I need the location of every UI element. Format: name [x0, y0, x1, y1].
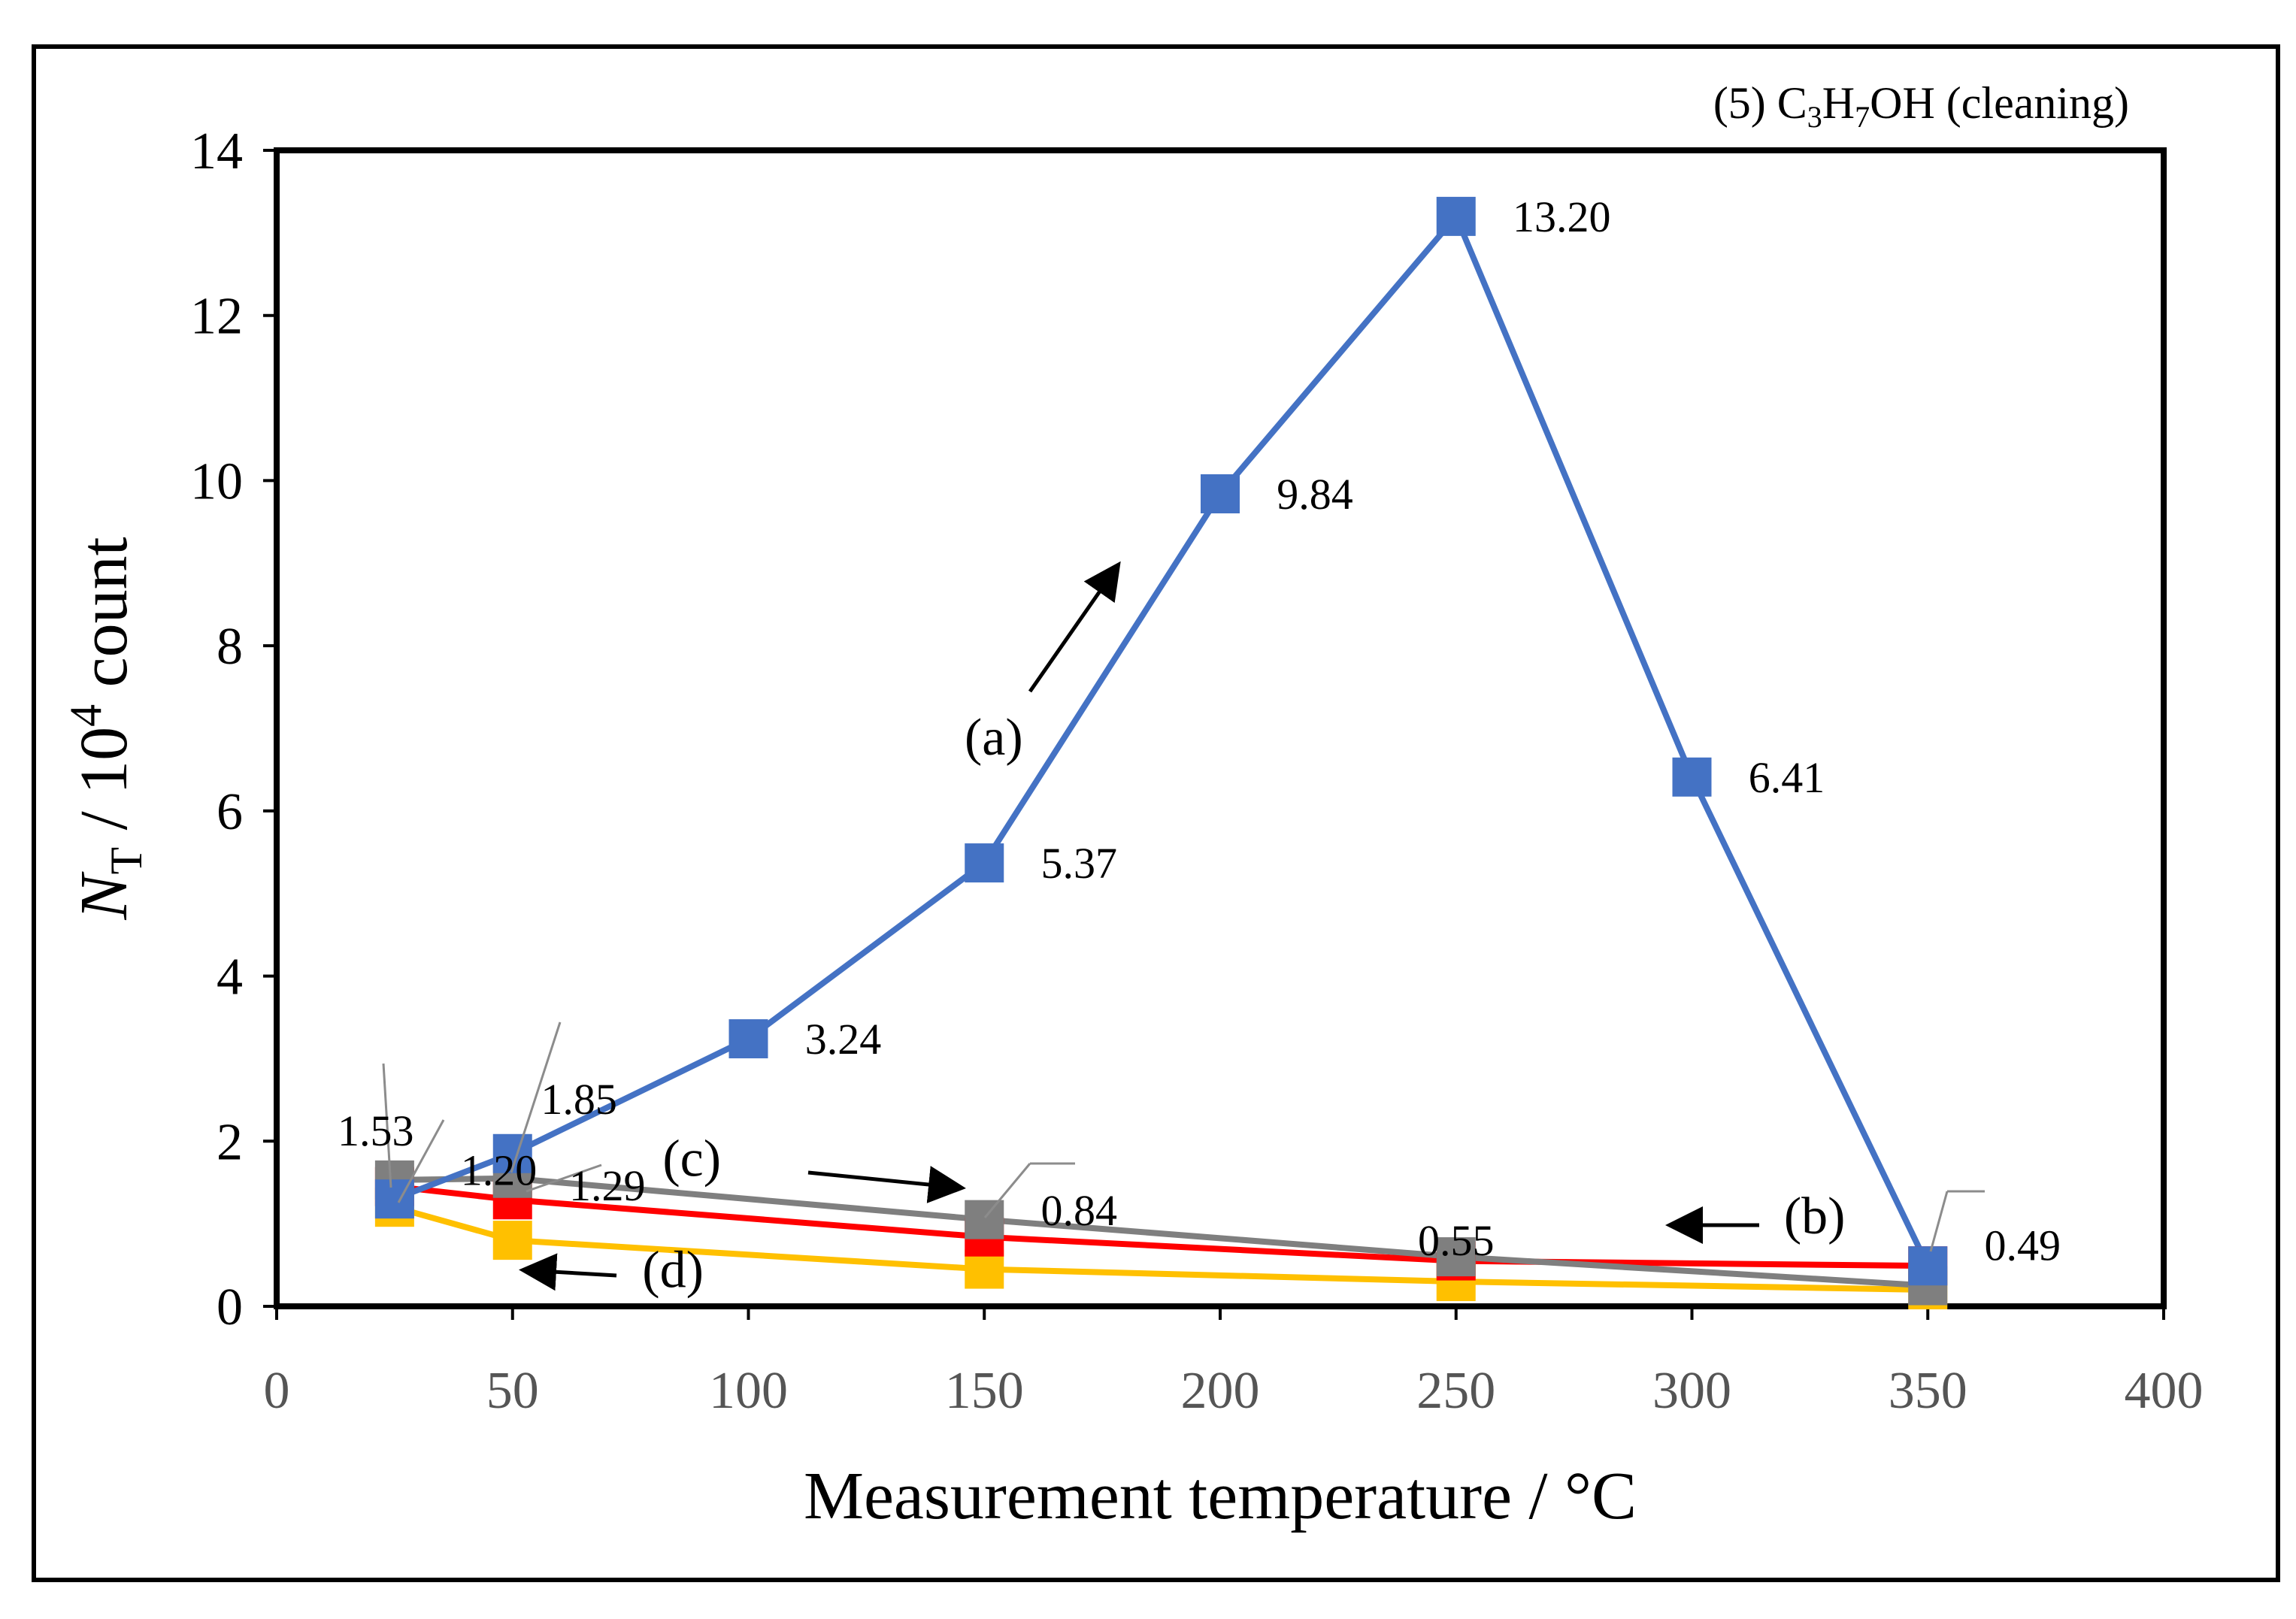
y-tick-label: 4	[217, 949, 243, 1006]
y-label-sub: T	[101, 847, 151, 875]
x-tick-label: 100	[709, 1362, 788, 1420]
x-tick-label: 350	[1889, 1362, 1967, 1420]
x-tick-label: 50	[486, 1362, 539, 1420]
y-label-middle: / 10	[67, 727, 141, 847]
leader-1-53	[382, 1063, 392, 1188]
y-label-sup: 4	[61, 704, 111, 727]
data-labels-layer: 13.20 9.84 6.41 5.37 3.24 1.85 1.53 1.20 1.29 0.8…	[338, 192, 2061, 1270]
series-marker-a	[965, 843, 1004, 883]
arrow-d	[519, 1253, 617, 1291]
series-marker-c	[1436, 1237, 1476, 1277]
title-prefix: (5) C	[1713, 78, 1807, 128]
x-axis-label: Measurement temperature / °C	[804, 1459, 1637, 1533]
x-tick-label: 400	[2125, 1362, 2204, 1420]
leader-1-29	[526, 1164, 602, 1193]
title-sub1: 3	[1807, 100, 1822, 134]
data-label: 0.84	[1041, 1186, 1118, 1235]
y-axis-ticks: 0 2 4 6 8 10 12 14	[190, 123, 277, 1336]
x-axis-ticks: 0 50 100 150 200 250 300 350 400	[264, 1306, 2204, 1420]
data-label: 13.20	[1513, 192, 1611, 241]
series-annotation: (b)	[1784, 1188, 1846, 1245]
leader-1-85	[510, 1021, 562, 1173]
x-tick-label: 200	[1181, 1362, 1260, 1420]
y-tick-label: 8	[217, 618, 243, 676]
y-label-suffix: count	[67, 537, 141, 704]
annotations-layer: (a) (b) (c) (d)	[642, 709, 1845, 1300]
series-annotation: (a)	[965, 709, 1023, 767]
title-sub2: 7	[1855, 100, 1870, 134]
series-marker-d	[492, 1221, 532, 1260]
y-tick-label: 14	[190, 123, 243, 180]
data-label: 0.49	[1985, 1221, 2061, 1270]
series-marker-a	[1201, 474, 1240, 514]
y-axis-label: NT / 104 count	[61, 537, 151, 920]
data-label: 9.84	[1277, 470, 1353, 519]
data-label: 6.41	[1749, 753, 1825, 802]
series-marker-a	[1436, 196, 1476, 236]
chart-title: (5) C3H7OH (cleaning)	[1713, 78, 2129, 134]
data-label: 1.29	[569, 1161, 646, 1210]
x-tick-label: 150	[945, 1362, 1024, 1420]
series-layer	[374, 196, 1948, 1310]
arrow-a	[1028, 561, 1121, 693]
y-tick-label: 2	[217, 1113, 243, 1171]
series-line-a	[393, 213, 1931, 1267]
data-label: 1.85	[541, 1075, 617, 1124]
title-mid: H	[1822, 78, 1855, 128]
series-annotation: (d)	[642, 1242, 704, 1300]
leader-0-49b	[1929, 1191, 1949, 1252]
x-tick-label: 300	[1652, 1362, 1731, 1420]
data-label: 1.20	[461, 1146, 538, 1195]
series-marker-c	[965, 1200, 1004, 1239]
x-tick-label: 0	[264, 1362, 290, 1420]
outer-frame	[32, 44, 2280, 1582]
data-label: 5.37	[1041, 839, 1118, 888]
leader-1-20	[397, 1119, 445, 1203]
y-tick-label: 0	[217, 1279, 243, 1336]
leader-0-84b	[983, 1163, 1031, 1218]
x-tick-label: 250	[1416, 1362, 1495, 1420]
annotation-arrows	[519, 561, 1759, 1291]
y-label-symbol: N	[67, 871, 141, 921]
arrow-c	[807, 1166, 966, 1203]
y-tick-label: 6	[217, 783, 243, 841]
leader-lines	[382, 1021, 1985, 1252]
series-marker-a	[728, 1019, 768, 1059]
series-marker-a	[1672, 757, 1712, 797]
title-suffix: OH (cleaning)	[1870, 78, 2129, 128]
series-marker-a	[1908, 1246, 1948, 1286]
data-label: 1.53	[338, 1106, 414, 1155]
data-label: 3.24	[805, 1015, 882, 1064]
data-label: 0.55	[1418, 1216, 1495, 1265]
y-tick-label: 12	[190, 288, 243, 346]
y-tick-label: 10	[190, 452, 243, 510]
series-annotation: (c)	[662, 1130, 721, 1188]
